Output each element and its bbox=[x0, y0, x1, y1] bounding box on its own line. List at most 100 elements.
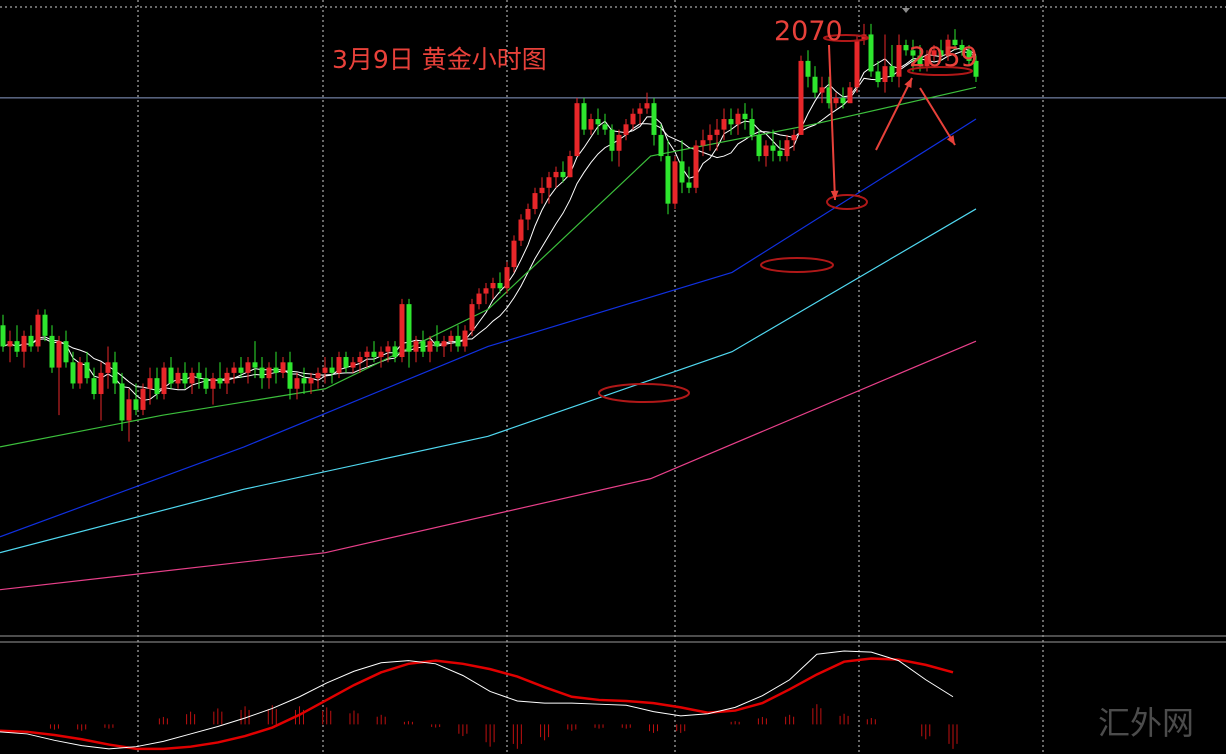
candle-body bbox=[336, 357, 342, 373]
candle-body bbox=[896, 45, 902, 77]
candle bbox=[357, 351, 363, 373]
candle bbox=[119, 372, 125, 432]
shift-marker-icon bbox=[902, 8, 910, 13]
candle-body bbox=[392, 346, 398, 358]
candle bbox=[35, 309, 41, 352]
candle bbox=[238, 357, 244, 379]
candle bbox=[245, 357, 251, 384]
candle bbox=[959, 39, 965, 56]
candle-body bbox=[63, 341, 69, 363]
candle-body bbox=[546, 177, 552, 188]
candle-body bbox=[693, 145, 699, 188]
candle-body bbox=[133, 399, 139, 410]
candle-body bbox=[686, 182, 692, 188]
candle-body bbox=[7, 341, 13, 347]
candle bbox=[910, 39, 916, 72]
candle bbox=[70, 351, 76, 389]
candle-body bbox=[273, 367, 279, 373]
candle-body bbox=[770, 145, 776, 151]
candle-body bbox=[343, 357, 349, 368]
candle bbox=[378, 346, 384, 368]
candle bbox=[497, 272, 503, 294]
candle bbox=[56, 335, 62, 416]
candle-body bbox=[483, 288, 489, 294]
candle-body bbox=[518, 219, 524, 241]
candle bbox=[623, 119, 629, 141]
candle-body bbox=[203, 378, 209, 389]
candle bbox=[693, 140, 699, 194]
candle-body bbox=[231, 367, 237, 373]
candle bbox=[182, 362, 188, 389]
candle bbox=[175, 367, 181, 389]
candle-body bbox=[595, 119, 601, 125]
candle bbox=[84, 351, 90, 384]
candle-body bbox=[679, 161, 685, 183]
candle-body bbox=[224, 372, 230, 384]
candle-body bbox=[497, 282, 503, 289]
candle-body bbox=[210, 378, 216, 389]
arrow-down bbox=[828, 44, 836, 201]
candle-body bbox=[378, 351, 384, 358]
candle-body bbox=[952, 39, 958, 46]
candle bbox=[91, 367, 97, 400]
candle-body bbox=[448, 335, 454, 342]
candle bbox=[819, 76, 825, 104]
candle bbox=[707, 124, 713, 151]
support-ellipse bbox=[598, 383, 690, 403]
candle-body bbox=[868, 34, 874, 72]
candle bbox=[224, 367, 230, 395]
candle bbox=[350, 357, 356, 373]
candle-body bbox=[35, 314, 41, 347]
ma-green-line bbox=[0, 86, 977, 448]
candle-body bbox=[413, 341, 419, 352]
candle bbox=[336, 351, 342, 379]
candle-body bbox=[609, 129, 615, 151]
candles bbox=[0, 23, 979, 442]
candle bbox=[287, 351, 293, 400]
candle-body bbox=[161, 367, 167, 395]
candle-body bbox=[196, 372, 202, 379]
candle bbox=[98, 362, 104, 421]
candle bbox=[644, 92, 650, 114]
candle bbox=[385, 341, 391, 363]
candle bbox=[532, 187, 538, 215]
candle-body bbox=[728, 119, 734, 125]
candle bbox=[413, 335, 419, 363]
candle-body bbox=[238, 367, 244, 373]
candle bbox=[749, 108, 755, 141]
candle-body bbox=[357, 357, 363, 363]
candle bbox=[763, 140, 769, 167]
candle-body bbox=[847, 87, 853, 104]
candle-body bbox=[119, 383, 125, 421]
candle bbox=[448, 330, 454, 352]
candle bbox=[196, 362, 202, 389]
candle-body bbox=[294, 378, 300, 389]
ma-cyan-line bbox=[0, 208, 977, 554]
candle-body bbox=[420, 341, 426, 352]
candle bbox=[511, 235, 517, 273]
high-label-2059: 2059 bbox=[909, 42, 978, 73]
candle-body bbox=[182, 372, 188, 384]
candle bbox=[63, 330, 69, 368]
candle bbox=[595, 108, 601, 135]
candle-body bbox=[434, 341, 440, 347]
candle-body bbox=[364, 351, 370, 358]
candle-body bbox=[532, 193, 538, 209]
ma-blue-line bbox=[0, 118, 977, 538]
candle bbox=[567, 150, 573, 178]
candle bbox=[672, 156, 678, 209]
candle-body bbox=[56, 341, 62, 368]
candle-body bbox=[301, 378, 307, 384]
candle bbox=[441, 335, 447, 358]
candle bbox=[308, 372, 314, 395]
candle-body bbox=[938, 50, 944, 56]
candle bbox=[455, 325, 461, 352]
candle bbox=[588, 113, 594, 135]
candle bbox=[798, 55, 804, 135]
candle-body bbox=[707, 134, 713, 141]
candle-body bbox=[350, 362, 356, 368]
candle bbox=[294, 372, 300, 400]
candle bbox=[140, 383, 146, 416]
candle bbox=[231, 362, 237, 384]
candle-body bbox=[140, 388, 146, 410]
